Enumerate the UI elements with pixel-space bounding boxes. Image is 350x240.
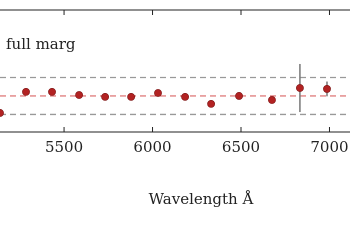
x-tick-label: 7000 (310, 138, 348, 156)
data-point (181, 92, 189, 101)
data-point (268, 96, 276, 104)
x-tick-label: 6000 (133, 138, 171, 156)
x-tick-label: 5500 (45, 138, 83, 156)
data-point (0, 109, 4, 117)
data-point (154, 89, 162, 97)
x-tick-label: 6500 (222, 138, 260, 156)
data-point (75, 91, 83, 99)
data-point (323, 85, 331, 93)
chart: full marg Wavelength Å 5500 6000 6500 7000 (0, 9, 350, 208)
data-point (48, 87, 56, 96)
data-point (235, 92, 243, 100)
data-point (127, 92, 136, 101)
data-point (101, 92, 110, 101)
x-axis-label: Wavelength Å (149, 190, 254, 208)
data-point (22, 87, 30, 96)
page: {"chart_data": {"type": "scatter", "lege… (0, 9, 350, 208)
data-point (296, 84, 304, 92)
data-point (207, 100, 215, 108)
legend-text: full marg (6, 35, 76, 53)
